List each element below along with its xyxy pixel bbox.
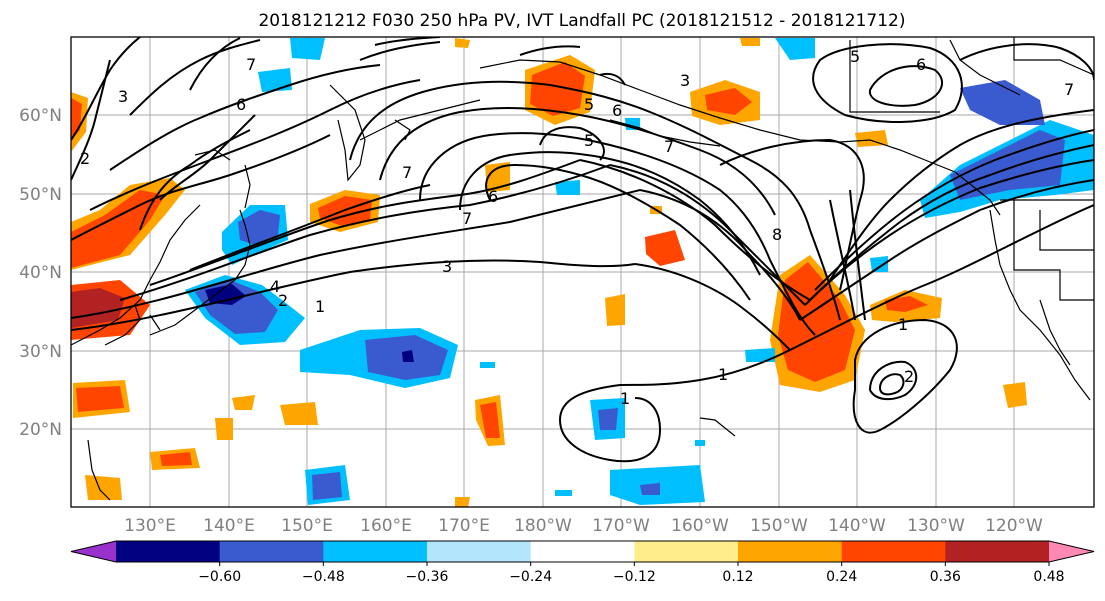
pv-contours	[71, 37, 1094, 463]
colorbar-extend-min	[71, 541, 116, 562]
colorbar-segment	[219, 541, 324, 562]
svg-text:7: 7	[246, 55, 256, 74]
svg-text:7: 7	[664, 137, 674, 156]
colorbar-segment	[427, 541, 532, 562]
svg-text:1: 1	[315, 297, 325, 316]
coastlines	[71, 37, 1094, 501]
svg-text:4: 4	[270, 277, 280, 296]
lat-label: 50°N	[19, 185, 62, 205]
colorbar-tick-label: −0.48	[302, 569, 345, 585]
svg-text:1: 1	[620, 389, 630, 408]
colorbar-segment	[116, 541, 221, 562]
svg-text:1: 1	[898, 315, 908, 334]
colorbar-segment	[738, 541, 843, 562]
lon-label: 130°W	[907, 516, 965, 536]
map-panel: 1 1 1 1 2 3 4 5 5 6 6 7 7 7 8 2 3 5 6 7	[19, 36, 1095, 536]
svg-text:2: 2	[80, 149, 90, 168]
contour-labels: 1 1 1 1 2 3 4 5 5 6 6 7 7 7 8 2 3 5 6 7	[80, 47, 1074, 408]
svg-text:7: 7	[402, 163, 412, 182]
lon-label: 150°W	[750, 516, 808, 536]
colorbar-tick-label: −0.12	[613, 569, 656, 585]
lon-tick-labels: 130°E 140°E 150°E 160°E 170°E 180°W 170°…	[124, 516, 1043, 536]
colorbar-tick-label: −0.60	[198, 569, 241, 585]
colorbar-segment	[634, 541, 739, 562]
colorbar-extend-max	[1049, 541, 1094, 562]
colorbar-segment	[945, 541, 1050, 562]
lon-label: 140°W	[828, 516, 886, 536]
lon-label: 130°E	[124, 516, 176, 536]
lon-label: 160°W	[671, 516, 729, 536]
svg-text:3: 3	[442, 257, 452, 276]
colorbar-tick-label: −0.24	[509, 569, 552, 585]
svg-text:6: 6	[612, 101, 622, 120]
svg-text:8: 8	[772, 225, 782, 244]
lat-label: 60°N	[19, 106, 62, 126]
svg-text:3: 3	[680, 71, 690, 90]
pv-positive-anomalies	[71, 38, 1027, 507]
colorbar-tick-label: 0.48	[1033, 569, 1064, 585]
colorbar-tick-label: 0.24	[826, 569, 857, 585]
svg-text:6: 6	[916, 55, 926, 74]
svg-text:7: 7	[1064, 80, 1074, 99]
svg-text:2: 2	[904, 367, 914, 386]
svg-text:5: 5	[584, 131, 594, 150]
lat-label: 20°N	[19, 420, 62, 440]
lon-label: 120°W	[985, 516, 1043, 536]
colorbar-segment	[841, 541, 946, 562]
svg-text:6: 6	[488, 187, 498, 206]
map-frame	[70, 36, 1095, 508]
lon-label: 170°E	[438, 516, 490, 536]
map-title: 2018121212 F030 250 hPa PV, IVT Landfall…	[258, 11, 905, 31]
colorbar-outline	[70, 540, 1095, 563]
svg-text:2: 2	[278, 291, 288, 310]
lon-label: 150°E	[281, 516, 333, 536]
svg-text:7: 7	[462, 209, 472, 228]
svg-text:5: 5	[584, 95, 594, 114]
lon-label: 160°E	[360, 516, 412, 536]
colorbar-segment	[530, 541, 635, 562]
map-content: 1 1 1 1 2 3 4 5 5 6 6 7 7 7 8 2 3 5 6 7	[71, 37, 1094, 507]
svg-text:5: 5	[850, 47, 860, 66]
svg-text:3: 3	[118, 87, 128, 106]
colorbar: −0.60 −0.48 −0.36 −0.24 −0.12 0.12 0.24 0.36 0.4…	[70, 540, 1095, 585]
lat-tick-labels: 60°N 50°N 40°N 30°N 20°N	[19, 106, 62, 440]
lon-label: 140°E	[203, 516, 255, 536]
colorbar-tick-label: 0.12	[722, 569, 753, 585]
colorbar-tick-label: −0.36	[406, 569, 449, 585]
colorbar-tick-label: 0.36	[930, 569, 961, 585]
colorbar-segment	[323, 541, 428, 562]
lat-label: 30°N	[19, 342, 62, 362]
lat-label: 40°N	[19, 263, 62, 283]
svg-text:1: 1	[718, 365, 728, 384]
svg-text:6: 6	[236, 95, 246, 114]
lon-label: 170°W	[592, 516, 650, 536]
lon-label: 180°W	[514, 516, 572, 536]
